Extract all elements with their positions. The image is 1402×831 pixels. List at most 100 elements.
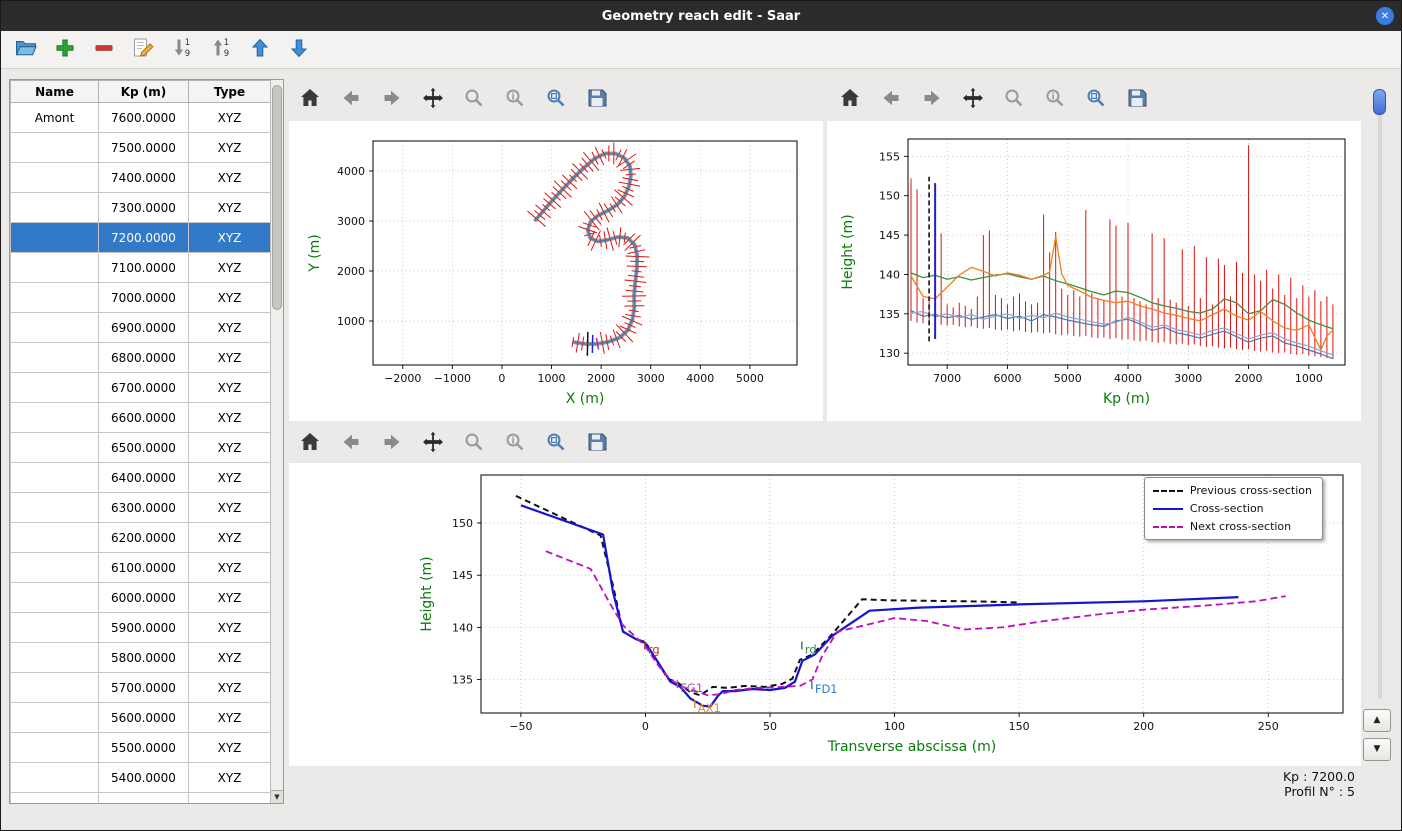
zoom-info-button[interactable]: i: [502, 431, 528, 457]
table-row[interactable]: 7100.0000 XYZ: [10, 252, 271, 283]
table-scrollbar-thumb[interactable]: [272, 85, 282, 310]
svg-text:FG1: FG1: [680, 681, 703, 695]
home-button[interactable]: [297, 87, 323, 113]
svg-text:Height (m): Height (m): [840, 214, 856, 289]
zoom-rect-button[interactable]: [1083, 87, 1109, 113]
profile-next-button[interactable]: ▼: [1363, 738, 1391, 761]
add-row-button[interactable]: [52, 37, 78, 63]
side-slider-thumb[interactable]: [1373, 89, 1386, 115]
home-button[interactable]: [837, 87, 863, 113]
svg-text:200: 200: [1133, 720, 1154, 733]
longitudinal-profile-toolbar: i: [837, 81, 1150, 119]
back-icon: [339, 86, 363, 114]
forward-button[interactable]: [919, 87, 945, 113]
back-icon: [879, 86, 903, 114]
table-row[interactable]: 6000.0000 XYZ: [10, 582, 271, 613]
svg-text:3000: 3000: [637, 372, 665, 385]
svg-text:50: 50: [763, 720, 777, 733]
svg-text:Transverse abscissa (m): Transverse abscissa (m): [827, 739, 997, 755]
forward-button[interactable]: [379, 87, 405, 113]
zoom-info-icon: i: [503, 430, 527, 458]
cross-section-figure[interactable]: −50 0 50 100 150 200 250 135 140 145 150 Transverse…: [289, 463, 1361, 766]
svg-text:1000: 1000: [337, 315, 365, 328]
zoom-icon: [1002, 86, 1026, 114]
table-row[interactable]: 7000.0000 XYZ: [10, 282, 271, 313]
save-button[interactable]: [584, 431, 610, 457]
column-header[interactable]: Kp (m): [98, 80, 189, 103]
column-header[interactable]: Type: [188, 80, 271, 103]
svg-text:0: 0: [642, 720, 649, 733]
close-button[interactable]: ✕: [1376, 7, 1394, 25]
table-row[interactable]: 6100.0000 XYZ: [10, 552, 271, 583]
table-row[interactable]: 5800.0000 XYZ: [10, 642, 271, 673]
table-row[interactable]: 6500.0000 XYZ: [10, 432, 271, 463]
zoom-button[interactable]: [461, 87, 487, 113]
back-button[interactable]: [338, 87, 364, 113]
svg-text:−1000: −1000: [434, 372, 471, 385]
table-row[interactable]: 6300.0000 XYZ: [10, 492, 271, 523]
zoom-info-button[interactable]: i: [502, 87, 528, 113]
table-row[interactable]: 5500.0000 XYZ: [10, 732, 271, 763]
table-scrollbar[interactable]: ▼: [270, 80, 283, 803]
svg-text:250: 250: [1258, 720, 1279, 733]
pan-icon: [421, 430, 445, 458]
table-row[interactable]: 6800.0000 XYZ: [10, 342, 271, 373]
column-header[interactable]: Name: [10, 80, 99, 103]
side-slider-track[interactable]: [1378, 91, 1382, 699]
edit-row-button[interactable]: [130, 37, 156, 63]
home-button[interactable]: [297, 431, 323, 457]
table-row[interactable]: 6900.0000 XYZ: [10, 312, 271, 343]
plan-view-figure[interactable]: −2000 −1000 0 1000 2000 3000 4000 5000 1000 2000 3…: [289, 121, 823, 421]
longitudinal-profile-figure[interactable]: 7000 6000 5000 4000 3000 2000 1000 130 135 140 145…: [827, 121, 1361, 421]
table-scroll-down-button[interactable]: ▼: [271, 790, 283, 803]
table-row[interactable]: 5900.0000 XYZ: [10, 612, 271, 643]
svg-text:i: i: [1051, 93, 1054, 103]
table-row[interactable]: 7500.0000 XYZ: [10, 132, 271, 163]
svg-text:155: 155: [879, 150, 900, 163]
table-row[interactable]: 7200.0000 XYZ: [10, 222, 271, 253]
zoom-info-button[interactable]: i: [1042, 87, 1068, 113]
table-row[interactable]: Amont 7600.0000 XYZ: [10, 102, 271, 133]
save-button[interactable]: [584, 87, 610, 113]
geometry-table: Name Kp (m) Type Amont 7600.0000 XYZ 7500.000…: [10, 80, 271, 803]
move-down-button[interactable]: [286, 37, 312, 63]
close-icon: ✕: [1380, 10, 1390, 22]
forward-button[interactable]: [379, 431, 405, 457]
table-row[interactable]: 5400.0000 XYZ: [10, 762, 271, 793]
pan-button[interactable]: [960, 87, 986, 113]
table-row[interactable]: 6600.0000 XYZ: [10, 402, 271, 433]
back-button[interactable]: [338, 431, 364, 457]
table-row[interactable]: 5600.0000 XYZ: [10, 702, 271, 733]
pan-button[interactable]: [420, 431, 446, 457]
back-button[interactable]: [878, 87, 904, 113]
legend-label: Previous cross-section: [1189, 484, 1312, 497]
remove-row-button[interactable]: [91, 37, 117, 63]
zoom-rect-button[interactable]: [543, 87, 569, 113]
table-row[interactable]: 5700.0000 XYZ: [10, 672, 271, 703]
table-row[interactable]: 7300.0000 XYZ: [10, 192, 271, 223]
table-row[interactable]: 6400.0000 XYZ: [10, 462, 271, 493]
zoom-button[interactable]: [461, 431, 487, 457]
table-row[interactable]: 6700.0000 XYZ: [10, 372, 271, 403]
legend-entry: Previous cross-section: [1152, 484, 1312, 497]
table-row[interactable]: 6200.0000 XYZ: [10, 522, 271, 553]
profile-previous-button[interactable]: ▲: [1363, 709, 1391, 732]
forward-icon: [380, 86, 404, 114]
open-folder-button[interactable]: [13, 37, 39, 63]
pan-button[interactable]: [420, 87, 446, 113]
back-icon: [339, 430, 363, 458]
save-button[interactable]: [1124, 87, 1150, 113]
remove-row-icon: [92, 36, 116, 64]
svg-text:130: 130: [879, 347, 900, 360]
legend-label: Cross-section: [1189, 502, 1264, 515]
move-up-button[interactable]: [247, 37, 273, 63]
table-row[interactable]: 7400.0000 XYZ: [10, 162, 271, 193]
arrow-down-icon: ▼: [1373, 744, 1381, 754]
zoom-rect-button[interactable]: [543, 431, 569, 457]
zoom-button[interactable]: [1001, 87, 1027, 113]
